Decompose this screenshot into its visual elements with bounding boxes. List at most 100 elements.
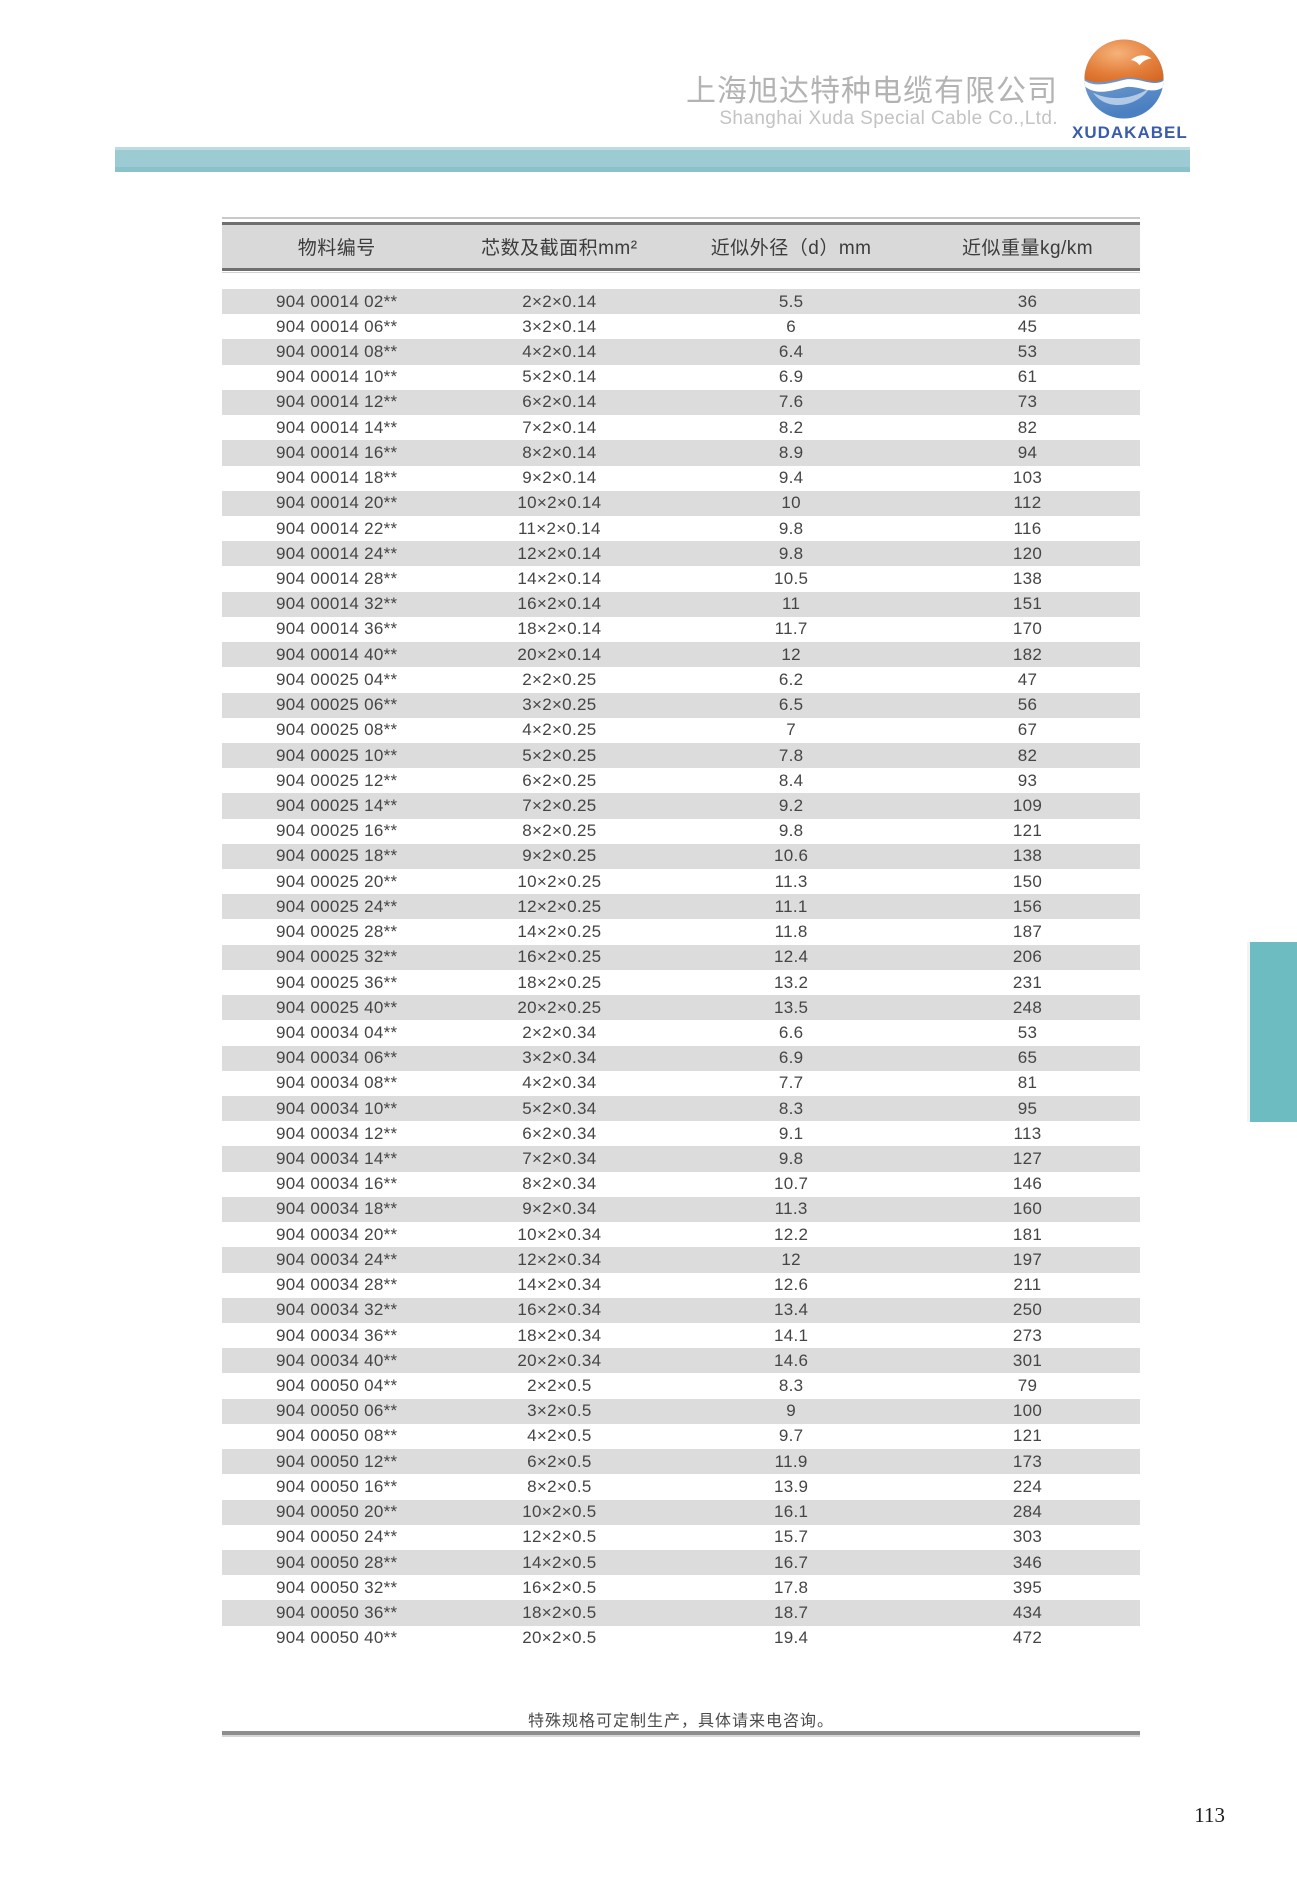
company-name-chinese: 上海旭达特种电缆有限公司 bbox=[686, 75, 1058, 108]
cell-core-spec: 6×2×0.34 bbox=[522, 1123, 597, 1143]
table-row: 904 00050 16** 8×2×0.5 13.9 224 bbox=[222, 1474, 1140, 1499]
cell-weight: 187 bbox=[1012, 922, 1043, 942]
cell-outer-diameter: 14.1 bbox=[774, 1325, 809, 1345]
cell-core-spec: 5×2×0.25 bbox=[522, 745, 597, 765]
cell-material-code: 904 00050 20** bbox=[276, 1502, 398, 1522]
table-row: 904 00034 20** 10×2×0.34 12.2 181 bbox=[222, 1222, 1140, 1247]
cell-outer-diameter: 9.8 bbox=[778, 821, 804, 841]
cell-material-code: 904 00014 24** bbox=[276, 543, 398, 563]
cell-weight: 103 bbox=[1012, 468, 1043, 488]
cell-material-code: 904 00050 16** bbox=[276, 1476, 398, 1496]
table-row: 904 00034 18** 9×2×0.34 11.3 160 bbox=[222, 1196, 1140, 1223]
cell-outer-diameter: 10 bbox=[781, 493, 801, 513]
cell-core-spec: 2×2×0.34 bbox=[522, 1022, 597, 1042]
cell-weight: 109 bbox=[1012, 795, 1043, 815]
table-row: 904 00025 32** 16×2×0.25 12.4 206 bbox=[222, 944, 1140, 970]
cell-core-spec: 8×2×0.14 bbox=[522, 442, 597, 462]
cell-material-code: 904 00025 28** bbox=[276, 922, 398, 942]
cell-core-spec: 8×2×0.25 bbox=[522, 821, 597, 841]
cell-core-spec: 20×2×0.14 bbox=[517, 644, 602, 664]
cell-material-code: 904 00050 28** bbox=[276, 1552, 398, 1572]
cell-outer-diameter: 9.8 bbox=[778, 543, 804, 563]
cell-outer-diameter: 6.9 bbox=[778, 1048, 804, 1068]
table-row: 904 00050 24** 12×2×0.5 15.7 303 bbox=[222, 1525, 1140, 1550]
table-row: 904 00034 40** 20×2×0.34 14.6 301 bbox=[222, 1348, 1140, 1374]
cell-core-spec: 18×2×0.34 bbox=[517, 1325, 602, 1345]
table-row: 904 00034 12** 6×2×0.34 9.1 113 bbox=[222, 1121, 1140, 1146]
cell-weight: 82 bbox=[1017, 745, 1038, 765]
cell-outer-diameter: 9.2 bbox=[778, 795, 804, 815]
cell-weight: 173 bbox=[1012, 1451, 1043, 1471]
cell-core-spec: 16×2×0.5 bbox=[522, 1577, 597, 1597]
table-row: 904 00014 16** 8×2×0.14 8.9 94 bbox=[222, 440, 1140, 466]
table-row: 904 00014 40** 20×2×0.14 12 182 bbox=[222, 642, 1140, 668]
cell-outer-diameter: 12.4 bbox=[774, 947, 809, 967]
cell-weight: 45 bbox=[1017, 316, 1038, 336]
cell-weight: 434 bbox=[1012, 1602, 1043, 1622]
cell-weight: 273 bbox=[1012, 1325, 1043, 1345]
table-row: 904 00014 36** 18×2×0.14 11.7 170 bbox=[222, 617, 1140, 642]
cell-weight: 100 bbox=[1012, 1401, 1043, 1421]
cell-core-spec: 4×2×0.34 bbox=[522, 1073, 597, 1093]
cell-material-code: 904 00034 36** bbox=[276, 1325, 398, 1345]
cell-material-code: 904 00014 14** bbox=[276, 417, 398, 437]
cell-outer-diameter: 11.1 bbox=[774, 896, 808, 916]
table-row: 904 00014 28** 14×2×0.14 10.5 138 bbox=[222, 566, 1140, 591]
cell-material-code: 904 00034 32** bbox=[276, 1300, 398, 1320]
cell-weight: 113 bbox=[1013, 1123, 1042, 1143]
cell-outer-diameter: 9.7 bbox=[778, 1426, 804, 1446]
cell-material-code: 904 00025 04** bbox=[276, 669, 398, 689]
cell-outer-diameter: 6.4 bbox=[778, 342, 804, 362]
table-row: 904 00034 36** 18×2×0.34 14.1 273 bbox=[222, 1323, 1140, 1348]
table-row: 904 00050 06** 3×2×0.5 9 100 bbox=[222, 1398, 1140, 1424]
cell-core-spec: 5×2×0.14 bbox=[522, 367, 597, 387]
cell-material-code: 904 00025 14** bbox=[276, 795, 398, 815]
cell-core-spec: 10×2×0.25 bbox=[517, 871, 602, 891]
cell-material-code: 904 00025 32** bbox=[276, 947, 398, 967]
cell-outer-diameter: 8.3 bbox=[778, 1376, 804, 1396]
cell-material-code: 904 00025 06** bbox=[276, 695, 398, 715]
table-row: 904 00014 12** 6×2×0.14 7.6 73 bbox=[222, 389, 1140, 416]
cell-weight: 206 bbox=[1012, 947, 1043, 967]
cell-core-spec: 5×2×0.34 bbox=[522, 1098, 597, 1118]
table-row: 904 00014 10** 5×2×0.14 6.9 61 bbox=[222, 365, 1140, 390]
cell-weight: 112 bbox=[1013, 493, 1042, 513]
cell-material-code: 904 00050 12** bbox=[276, 1451, 398, 1471]
company-logo: XUDAKABEL bbox=[1072, 36, 1188, 143]
cell-weight: 151 bbox=[1012, 594, 1043, 614]
logo-wordmark: XUDAKABEL bbox=[1072, 123, 1188, 142]
cell-material-code: 904 00034 06** bbox=[276, 1048, 398, 1068]
footer-divider bbox=[222, 1731, 1140, 1735]
cell-core-spec: 6×2×0.5 bbox=[527, 1451, 592, 1471]
cell-core-spec: 3×2×0.34 bbox=[522, 1048, 597, 1068]
cell-core-spec: 8×2×0.34 bbox=[522, 1174, 597, 1194]
cell-weight: 81 bbox=[1017, 1073, 1038, 1093]
cell-material-code: 904 00025 40** bbox=[276, 997, 398, 1017]
table-row: 904 00025 18** 9×2×0.25 10.6 138 bbox=[222, 843, 1140, 870]
cell-outer-diameter: 11 bbox=[782, 594, 801, 614]
cell-outer-diameter: 9.8 bbox=[778, 518, 804, 538]
cell-weight: 79 bbox=[1017, 1376, 1038, 1396]
cell-outer-diameter: 11.9 bbox=[774, 1451, 808, 1471]
table-body: 904 00014 02** 2×2×0.14 5.5 36 904 00014… bbox=[222, 289, 1140, 1651]
cell-outer-diameter: 16.1 bbox=[774, 1502, 809, 1522]
cell-outer-diameter: 7 bbox=[786, 720, 797, 740]
table-row: 904 00050 04** 2×2×0.5 8.3 79 bbox=[222, 1373, 1140, 1398]
table-row: 904 00034 10** 5×2×0.34 8.3 95 bbox=[222, 1096, 1140, 1122]
table-row: 904 00034 32** 16×2×0.34 13.4 250 bbox=[222, 1297, 1140, 1323]
cell-core-spec: 12×2×0.5 bbox=[522, 1527, 597, 1547]
cell-material-code: 904 00025 24** bbox=[276, 896, 398, 916]
table-row: 904 00050 40** 20×2×0.5 19.4 472 bbox=[222, 1626, 1140, 1651]
cell-core-spec: 10×2×0.14 bbox=[517, 493, 602, 513]
cell-weight: 170 bbox=[1012, 619, 1043, 639]
table-row: 904 00025 24** 12×2×0.25 11.1 156 bbox=[222, 894, 1140, 920]
cell-material-code: 904 00014 40** bbox=[276, 644, 398, 664]
table-header-row: 物料编号 芯数及截面积mm² 近似外径（d）mm 近似重量kg/km bbox=[222, 225, 1140, 268]
cell-core-spec: 2×2×0.14 bbox=[522, 291, 597, 311]
cell-core-spec: 9×2×0.34 bbox=[522, 1199, 597, 1219]
page-number: 113 bbox=[1194, 1803, 1225, 1827]
cell-outer-diameter: 18.7 bbox=[774, 1602, 809, 1622]
cell-outer-diameter: 6.6 bbox=[778, 1022, 804, 1042]
cell-material-code: 904 00014 20** bbox=[276, 493, 398, 513]
cell-weight: 150 bbox=[1012, 871, 1043, 891]
